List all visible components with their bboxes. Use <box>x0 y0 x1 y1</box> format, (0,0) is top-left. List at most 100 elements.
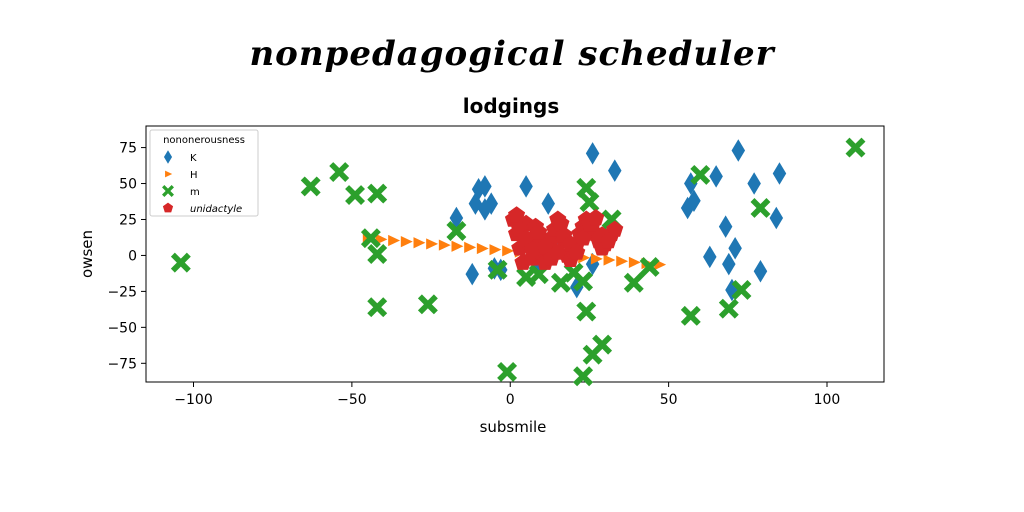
point-unidactyle <box>549 243 567 260</box>
point-h <box>590 253 603 265</box>
point-h <box>502 245 515 257</box>
point-k <box>718 215 733 238</box>
point-m <box>623 272 644 293</box>
point-unidactyle <box>508 206 526 223</box>
point-m <box>487 259 508 280</box>
point-k <box>753 260 768 283</box>
legend-box <box>149 129 259 217</box>
series-m <box>170 137 866 387</box>
point-k <box>772 162 787 185</box>
point-h <box>400 236 413 248</box>
point-k <box>769 206 784 230</box>
point-h <box>603 254 616 266</box>
point-m <box>680 305 701 326</box>
point-k <box>465 262 479 286</box>
point-k <box>709 165 723 188</box>
point-m <box>300 176 321 197</box>
legend-marker-k <box>163 150 173 164</box>
point-m <box>417 294 438 315</box>
legend-marker-m <box>162 185 174 197</box>
point-m <box>528 264 549 285</box>
series-unidactyle <box>504 206 624 270</box>
plot-area <box>170 137 866 387</box>
point-h <box>438 239 451 251</box>
point-unidactyle <box>530 223 548 240</box>
point-m <box>367 297 388 318</box>
chart-title: lodgings <box>463 94 560 118</box>
point-k <box>484 192 498 215</box>
y-tick-label: −50 <box>107 320 137 336</box>
point-unidactyle <box>517 229 535 246</box>
point-h <box>388 234 401 247</box>
point-h <box>464 241 477 253</box>
point-k <box>478 175 492 198</box>
plot-frame <box>145 125 885 383</box>
point-k <box>747 172 761 195</box>
point-h <box>628 256 641 268</box>
point-m <box>718 298 739 319</box>
x-tick-label: 100 <box>814 392 841 408</box>
point-h <box>413 237 426 249</box>
y-tick-label: 25 <box>119 212 137 228</box>
legend-marker-h <box>165 170 173 178</box>
point-k <box>703 245 717 269</box>
point-k <box>731 139 746 162</box>
point-m <box>576 301 597 322</box>
y-tick-label: −25 <box>107 284 137 300</box>
point-m <box>345 185 366 205</box>
y-axis: 75 50 25 0 −25 −50 −75 <box>107 141 146 372</box>
x-tick-label: −100 <box>174 392 212 408</box>
point-m <box>750 198 771 218</box>
point-unidactyle <box>587 209 605 226</box>
x-tick-label: 0 <box>506 392 515 408</box>
legend-marker-unidactyle <box>162 202 174 213</box>
point-m <box>639 256 660 277</box>
point-unidactyle <box>568 243 586 260</box>
y-tick-label: 75 <box>119 141 137 157</box>
x-tick-label: 50 <box>660 392 678 408</box>
point-m <box>367 244 388 264</box>
point-k <box>722 252 736 276</box>
y-tick-label: 0 <box>128 248 137 264</box>
point-h <box>616 255 629 267</box>
legend-label: m <box>190 187 200 198</box>
point-h <box>489 244 502 256</box>
point-unidactyle <box>574 229 592 246</box>
point-h <box>476 242 489 255</box>
point-m <box>367 183 388 204</box>
legend-title: nononerousness <box>163 135 245 146</box>
point-m <box>690 164 711 185</box>
legend-label: unidactyle <box>190 204 242 215</box>
series-k <box>449 139 787 302</box>
point-m <box>579 192 600 213</box>
point-k <box>519 175 533 198</box>
legend: nononerousness KHm unidactyle <box>149 129 259 217</box>
legend-label: H <box>190 170 198 181</box>
point-m <box>360 228 381 249</box>
x-tick-label: −50 <box>337 392 367 408</box>
figure-suptitle: nonpedagogical scheduler <box>249 34 775 74</box>
x-axis-title: subsmile <box>480 418 547 436</box>
point-m <box>446 221 467 241</box>
point-m <box>576 177 597 198</box>
point-m <box>170 252 191 273</box>
point-m <box>497 361 518 382</box>
point-h <box>426 238 439 250</box>
point-m <box>573 366 594 387</box>
point-m <box>731 279 752 300</box>
point-k <box>608 159 622 182</box>
point-unidactyle <box>523 240 541 257</box>
point-m <box>329 162 350 182</box>
point-unidactyle <box>552 214 570 232</box>
point-k <box>585 142 600 165</box>
point-m <box>573 271 594 292</box>
point-k <box>687 189 701 213</box>
y-tick-label: 50 <box>119 177 137 193</box>
point-k <box>541 192 556 215</box>
x-axis: −100 −50 0 50 100 <box>174 382 840 408</box>
point-k <box>728 236 742 260</box>
point-m <box>845 137 866 158</box>
y-tick-label: −75 <box>107 356 137 372</box>
